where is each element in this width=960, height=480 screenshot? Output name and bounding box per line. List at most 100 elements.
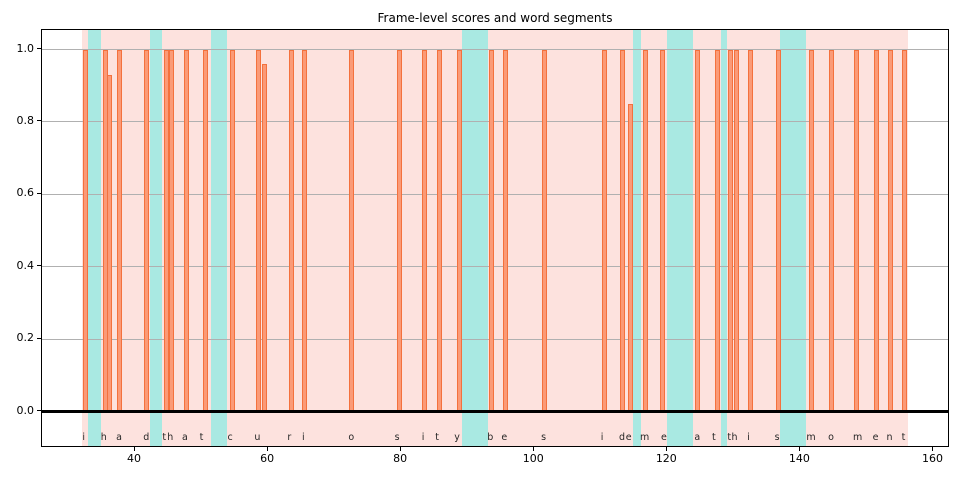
score-bar — [601, 49, 607, 412]
score-bar — [887, 49, 893, 412]
x-tick-label: 160 — [921, 452, 943, 465]
y-tick-label: 0.4 — [16, 258, 35, 272]
score-bar — [627, 103, 633, 412]
score-bar — [262, 63, 268, 412]
score-bar — [808, 49, 814, 412]
x-tick-label: 120 — [655, 452, 677, 465]
char-label: e — [625, 432, 632, 444]
char-label: i — [600, 432, 604, 444]
gridline — [42, 338, 948, 340]
y-tick-label: 0.0 — [16, 403, 35, 417]
score-bar — [169, 49, 175, 412]
score-bar — [302, 49, 308, 412]
char-label: t — [162, 432, 167, 444]
char-label: m — [806, 432, 816, 444]
x-tick-mark — [798, 447, 800, 451]
score-bar — [349, 49, 355, 412]
char-label: a — [181, 432, 188, 444]
gridline — [42, 266, 948, 268]
char-label: h — [100, 432, 107, 444]
segment-band — [88, 30, 102, 446]
score-bar — [775, 49, 781, 412]
score-bar — [747, 49, 753, 412]
score-bar — [660, 49, 666, 412]
char-label: t — [712, 432, 716, 444]
x-tick-label: 80 — [393, 452, 408, 465]
x-tick-mark — [266, 447, 268, 451]
score-bar — [854, 49, 860, 412]
char-label: i — [302, 432, 305, 444]
score-bar — [203, 49, 209, 412]
char-label: e — [501, 432, 508, 444]
y-tick-label: 1.0 — [16, 41, 35, 55]
chart-title: Frame-level scores and word segments — [377, 11, 613, 25]
y-tick-mark — [36, 48, 41, 49]
y-tick-mark — [36, 337, 41, 339]
char-label: s — [394, 432, 400, 444]
char-label: u — [254, 432, 261, 444]
char-label: t — [901, 432, 906, 444]
x-tick-label: 100 — [522, 452, 544, 465]
score-bar — [828, 49, 834, 412]
char-label: t — [435, 432, 439, 444]
char-label: n — [886, 432, 893, 444]
score-bar — [734, 49, 740, 412]
x-tick-mark — [665, 447, 667, 451]
score-bar — [397, 49, 403, 412]
segment-band — [149, 30, 163, 446]
x-tick-mark — [931, 447, 933, 451]
score-bar — [143, 49, 149, 412]
char-label: o — [828, 432, 834, 444]
score-bar — [436, 49, 442, 412]
y-tick-label: 0.2 — [16, 331, 35, 345]
y-tick-mark — [36, 120, 41, 122]
char-label: r — [287, 432, 292, 444]
x-tick-mark — [133, 447, 135, 451]
x-tick-mark — [532, 447, 534, 451]
char-label: s — [541, 432, 547, 444]
char-label: o — [348, 432, 355, 444]
score-bar — [421, 49, 427, 412]
char-label: e — [872, 432, 879, 444]
x-tick-label: 140 — [788, 452, 810, 465]
y-tick-label: 0.6 — [16, 186, 35, 200]
gridline — [42, 121, 948, 123]
gridline — [42, 193, 948, 195]
char-label: s — [774, 432, 780, 444]
y-tick-mark — [36, 410, 41, 411]
score-bar — [230, 49, 236, 412]
segment-band — [633, 30, 642, 446]
score-bar — [503, 49, 509, 412]
char-label: a — [694, 432, 701, 444]
score-bar — [489, 49, 495, 412]
char-label: t — [199, 432, 204, 444]
char-label: m — [640, 432, 650, 444]
score-bar — [256, 49, 262, 412]
char-label: m — [852, 432, 863, 444]
char-label: d — [619, 432, 626, 444]
score-bar — [541, 49, 547, 412]
segment-band — [780, 30, 807, 446]
char-label: y — [454, 432, 460, 444]
y-tick-mark — [36, 192, 41, 194]
segment-band — [720, 30, 727, 446]
y-tick-label: 0.8 — [16, 113, 35, 127]
char-label: h — [731, 432, 738, 444]
score-bar — [163, 49, 169, 412]
segment-band — [462, 30, 489, 446]
score-bar — [183, 49, 189, 412]
score-bar — [642, 49, 648, 412]
x-tick-label: 40 — [127, 452, 141, 465]
score-bar — [901, 49, 907, 412]
score-bar — [107, 74, 113, 412]
segment-band — [210, 30, 227, 446]
char-label: d — [143, 432, 150, 444]
char-label: i — [747, 432, 750, 444]
score-bar — [620, 49, 626, 412]
score-bar — [288, 49, 294, 412]
score-bar — [457, 49, 463, 412]
score-bar — [83, 49, 89, 412]
x-tick-label: 60 — [260, 452, 275, 465]
